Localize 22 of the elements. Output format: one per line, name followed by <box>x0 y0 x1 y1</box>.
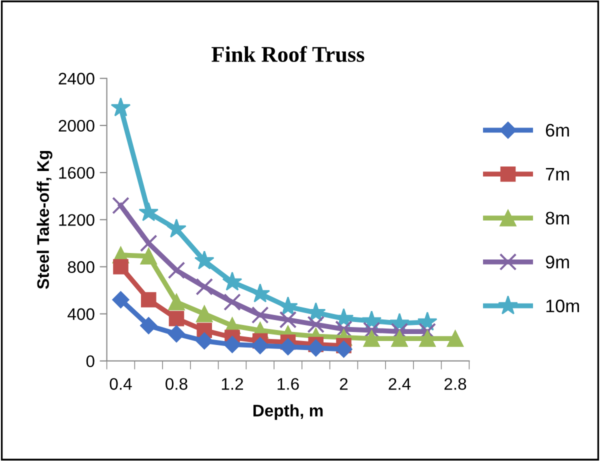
x-tick-label: 2.8 <box>444 378 466 390</box>
x-tick-label: 2.4 <box>388 378 411 390</box>
chart-title: Fink Roof Truss <box>212 46 364 62</box>
y-axis-title: Steel Take-off, Kg <box>36 151 52 289</box>
x-tick-label: 2 <box>340 378 348 390</box>
y-tick-label: 1600 <box>59 166 94 179</box>
legend-label: 8m <box>546 212 569 225</box>
y-tick-label: 0 <box>86 355 94 368</box>
y-tick-label: 1200 <box>59 214 94 226</box>
legend-label: 7m <box>546 168 569 180</box>
legend-label: 9m <box>546 256 569 268</box>
x-axis-title: Depth, m <box>253 404 323 420</box>
x-tick-label: 1.6 <box>278 378 299 390</box>
y-tick-label: 2400 <box>58 72 94 85</box>
x-tick-label: 0.8 <box>166 378 188 390</box>
x-tick-label: 1.2 <box>222 378 243 390</box>
y-tick-label: 2000 <box>58 120 94 132</box>
y-tick-label: 800 <box>68 261 94 273</box>
legend-label: 10m <box>546 300 579 312</box>
x-tick-label: 0.4 <box>110 378 132 390</box>
y-tick-label: 400 <box>68 308 94 320</box>
legend-label: 6m <box>546 124 569 137</box>
